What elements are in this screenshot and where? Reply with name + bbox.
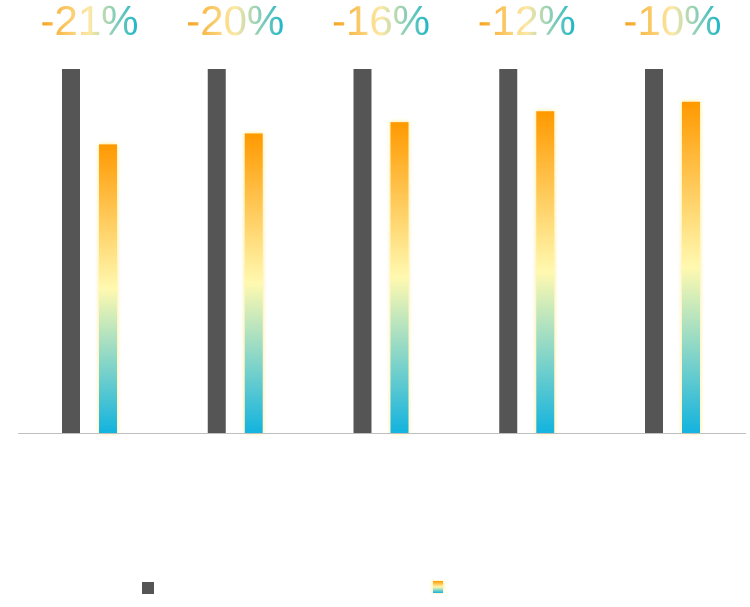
bar-series-1-4 xyxy=(499,69,518,433)
bar-series-2-2 xyxy=(244,133,263,434)
bars xyxy=(62,69,700,434)
legend xyxy=(142,581,443,594)
change-label-5: -10% xyxy=(623,0,721,44)
bar-series-1-5 xyxy=(645,69,663,433)
change-label-1: -21% xyxy=(40,0,138,44)
bar-series-1-2 xyxy=(207,69,226,433)
bar-series-1-3 xyxy=(353,69,372,433)
change-label-2: -20% xyxy=(186,0,284,44)
legend-swatch-series-1 xyxy=(142,582,154,594)
annotations: -21% -20% -16% -12% -10% xyxy=(40,0,721,44)
bar-series-1-1 xyxy=(62,69,80,433)
bar-series-2-1 xyxy=(99,144,117,433)
legend-swatch-series-2 xyxy=(433,581,443,593)
bar-series-2-3 xyxy=(390,122,409,434)
change-label-4: -12% xyxy=(478,0,576,44)
change-label-3: -16% xyxy=(332,0,430,44)
bar-series-2-5 xyxy=(682,101,700,433)
bar-series-2-4 xyxy=(536,111,555,433)
